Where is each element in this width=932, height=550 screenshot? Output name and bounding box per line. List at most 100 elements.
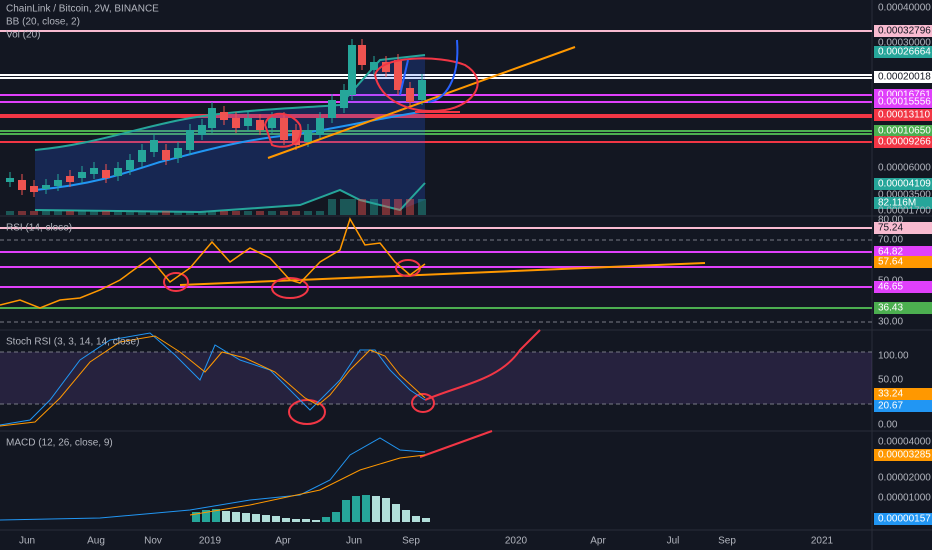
macd-bar [292,519,300,522]
time-label: Nov [144,536,162,547]
macd-bar [332,512,340,522]
rsi-line [0,217,426,309]
volume-bar [126,211,134,215]
candle [208,108,216,128]
macd-bar [262,515,270,522]
volume-bar [370,199,378,215]
price-label: 0.00003500 [878,190,931,201]
stoch-k [0,332,426,426]
price-label: 0.00 [878,420,898,431]
stoch-d [0,335,426,427]
price-label: 75.24 [878,223,903,234]
bb-basis [34,111,421,191]
volume-bar [316,211,324,215]
volume-bar [6,211,14,215]
volume-bar [348,199,356,215]
candle [126,160,134,170]
macd-bar [312,520,320,522]
candle [348,45,356,95]
price-label: 0.00026664 [878,47,931,58]
candle [174,148,182,158]
macd-bar [342,500,350,522]
volume-bar [138,211,146,215]
price-label: 57.64 [878,257,903,268]
time-label: Jun [346,536,362,547]
price-tag [874,109,932,121]
candle [340,90,348,108]
price-label: 82.116M [878,198,916,209]
macd-histogram [192,495,430,522]
macd-bar [282,518,290,522]
price-label: 0.00006000 [878,163,931,174]
panel-label: RSI (14, close) [6,223,72,234]
macd-bar [412,516,420,522]
price-label: 0.00010650 [878,126,931,137]
candle [186,130,194,150]
price-label: 0.00001700 [878,206,931,217]
volume-bar [292,211,300,215]
volume-bar [208,211,216,215]
time-label: Jun [19,536,35,547]
time-label: 2021 [811,536,834,547]
macd-bar [362,495,370,522]
price-tag [874,400,932,412]
macd-bar [242,513,250,522]
stoch-bounds [0,239,872,405]
candle [328,100,336,118]
horizontal-levels [0,30,872,309]
candle [418,80,426,100]
bollinger-fill [35,55,425,212]
volume-bar [304,211,312,215]
price-label: 64.82 [878,247,903,258]
candle [220,112,228,120]
price-label: 0.00032796 [878,26,931,37]
price-tag [874,71,932,83]
indicator-label: Vol (20) [6,30,40,41]
price-tag [874,256,932,268]
candle [406,88,414,102]
panel-label: Stoch RSI (3, 3, 14, 14, close) [6,337,139,348]
candle [292,130,300,145]
candle [280,118,288,140]
price-tag [874,449,932,461]
candle [244,118,252,126]
time-label: Sep [402,536,420,547]
volume-bar [232,211,240,215]
candle [18,180,26,190]
volume-bar [114,211,122,215]
candle [150,140,158,152]
price-label: 0.00020018 [878,72,931,83]
price-tag [874,46,932,58]
annotations [163,39,706,458]
candle [198,125,206,135]
price-tag [874,197,932,209]
price-tag [874,246,932,258]
price-tag [874,25,932,37]
time-label: Aug [87,536,105,547]
price-tag [874,281,932,293]
candle [138,150,146,162]
candle [268,118,276,128]
volume-bar [186,211,194,215]
price-label: 0.00016761 [878,90,931,101]
macd-bar [382,498,390,522]
price-tag [874,178,932,190]
volume-bar [102,211,110,215]
candle [66,176,74,182]
candle [90,168,98,174]
volume-bar [162,211,170,215]
candle [54,180,62,186]
candle [114,168,122,176]
candle [316,118,324,135]
price-label: 20.67 [878,401,903,412]
candle [102,170,110,178]
volume-bar [394,199,402,215]
candle [394,60,402,90]
panel-label: MACD (12, 26, close, 9) [6,438,113,449]
candle [232,118,240,128]
price-label: 0.00004109 [878,179,931,190]
volume-bar [406,199,414,215]
